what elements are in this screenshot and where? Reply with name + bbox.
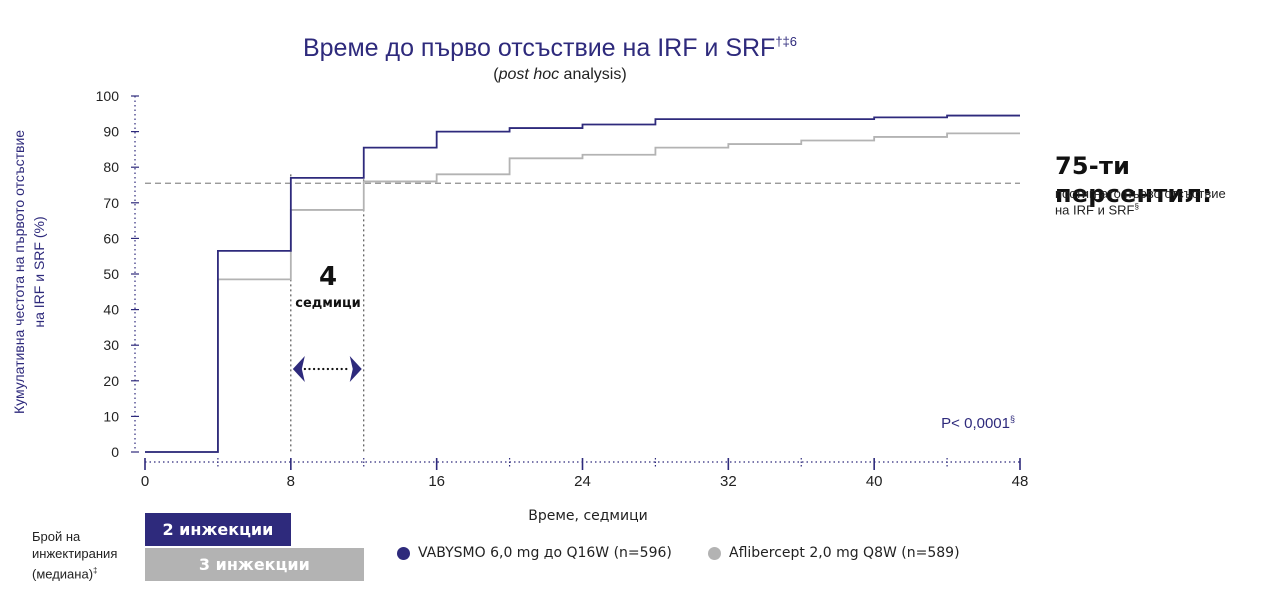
injections-bar-aflibercept: 3 инжекции xyxy=(145,548,364,581)
x-tick-label: 32 xyxy=(720,473,737,490)
y-tick-label: 0 xyxy=(111,444,119,460)
injections-label-line2: инжектирания xyxy=(32,546,118,561)
legend-marker-aflibercept xyxy=(708,546,721,560)
chart-subtitle: (post hoc analysis) xyxy=(493,66,626,83)
gap-number: 4 xyxy=(319,262,337,292)
injections-label-line3: (медиана)‡ xyxy=(32,566,98,582)
y-tick-label: 30 xyxy=(103,337,119,353)
series-line-aflibercept xyxy=(145,132,1020,453)
gap-arrow-left-head xyxy=(292,356,305,382)
x-tick-label: 0 xyxy=(141,473,149,490)
y-tick-label: 10 xyxy=(103,408,119,424)
y-tick-label: 90 xyxy=(103,124,119,140)
injections-bar-aflibercept-label: 3 инжекции xyxy=(198,555,310,574)
legend-item-aflibercept: Aflibercept 2,0 mg Q8W (n=589) xyxy=(708,545,960,561)
chart-title: Време до първо отсъствие на IRF и SRF†‡6 xyxy=(303,34,797,62)
y-tick-label: 40 xyxy=(103,302,119,318)
p-value: P< 0,0001§ xyxy=(941,414,1015,432)
injections-label-line1: Брой на xyxy=(32,529,81,544)
percentile-line2: на IRF и SRF§ xyxy=(1055,202,1139,218)
gap-unit: седмици xyxy=(295,296,361,311)
x-tick-label: 16 xyxy=(428,473,445,490)
y-tick-label: 20 xyxy=(103,373,119,389)
x-tick-label: 48 xyxy=(1012,473,1029,490)
series-line-vabysmo xyxy=(145,114,1020,453)
percentile-title: 75-ти персентил: xyxy=(1055,152,1213,208)
gap-arrow-right-head xyxy=(349,356,362,382)
legend-item-vabysmo: VABYSMO 6,0 mg до Q16W (n=596) xyxy=(397,545,672,561)
injections-bar-vabysmo-label: 2 инжекции xyxy=(162,520,274,539)
x-axis-label: Време, седмици xyxy=(528,508,647,524)
y-tick-label: 50 xyxy=(103,266,119,282)
x-tick-label: 40 xyxy=(866,473,883,490)
y-axis-label-line1: Кумулативна честота на първото отсъствие xyxy=(11,130,27,414)
injections-bar-vabysmo: 2 инжекции xyxy=(145,513,291,546)
percentile-line1: постигнато първо отсъствие xyxy=(1055,186,1226,201)
x-tick-label: 8 xyxy=(287,473,295,490)
legend-label-vabysmo: VABYSMO 6,0 mg до Q16W (n=596) xyxy=(418,545,672,561)
x-tick-label: 24 xyxy=(574,473,591,490)
y-tick-label: 100 xyxy=(96,88,120,104)
legend-label-aflibercept: Aflibercept 2,0 mg Q8W (n=589) xyxy=(729,545,960,561)
y-axis-label-line2: на IRF и SRF (%) xyxy=(31,216,47,327)
y-tick-label: 60 xyxy=(103,230,119,246)
legend-marker-vabysmo xyxy=(397,546,410,560)
y-tick-label: 70 xyxy=(103,195,119,211)
y-tick-label: 80 xyxy=(103,159,119,175)
